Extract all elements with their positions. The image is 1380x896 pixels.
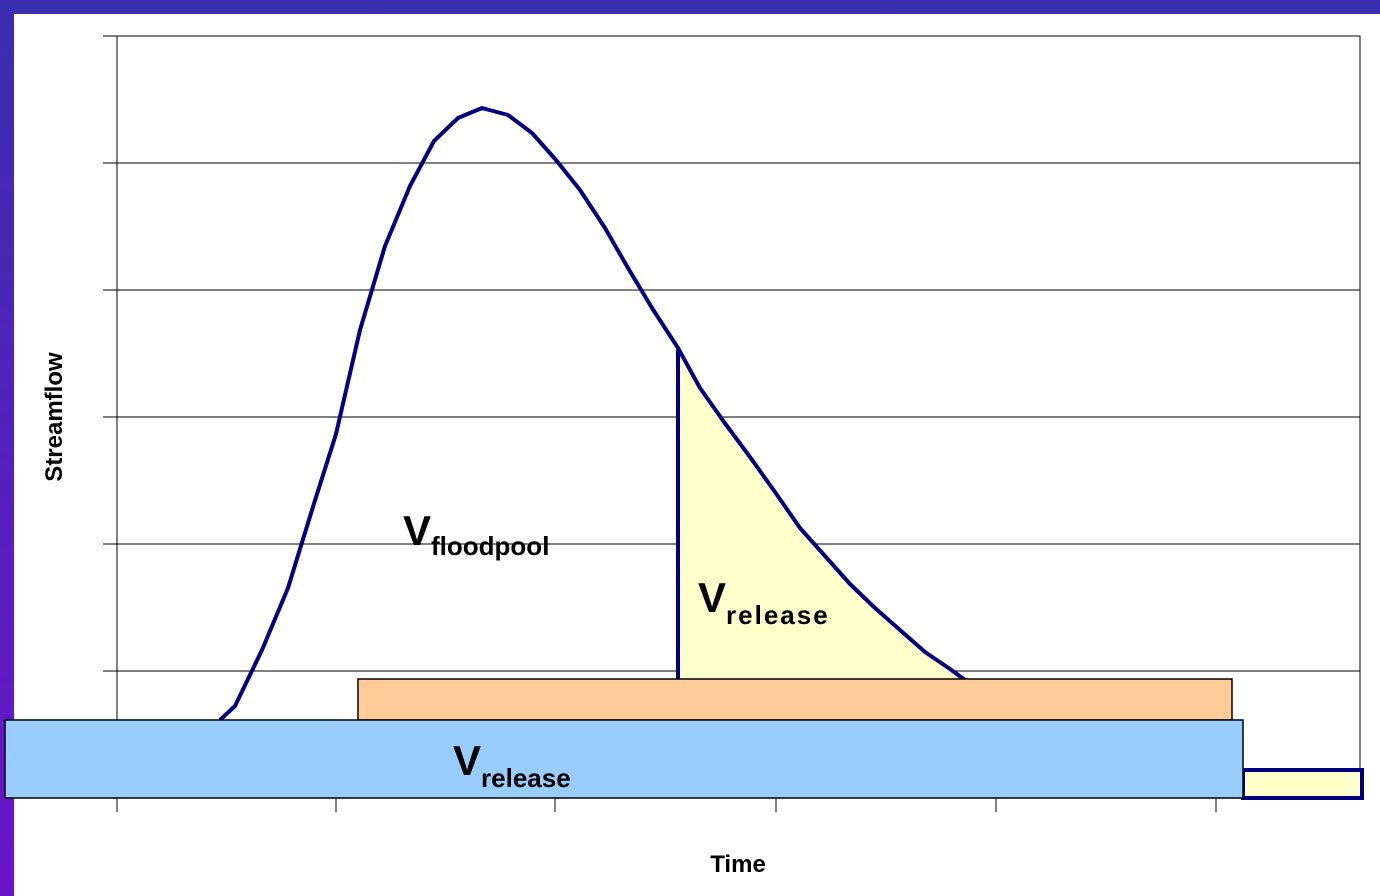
x-axis-label: Time xyxy=(710,851,766,878)
label-subscript: release xyxy=(726,600,830,630)
label-main: V xyxy=(453,737,481,784)
blue-block xyxy=(4,719,1244,799)
release-label: Vrelease xyxy=(453,737,571,793)
yellow-block xyxy=(1241,768,1364,800)
label-main: V xyxy=(403,507,431,554)
release-area xyxy=(678,348,965,680)
label-subscript: release xyxy=(481,763,571,793)
hydrograph xyxy=(218,106,967,722)
release-label: Vrelease xyxy=(698,574,830,630)
orange-block xyxy=(357,678,1233,721)
label-main: V xyxy=(698,574,726,621)
label-subscript: floodpool xyxy=(431,531,549,561)
y-axis-label: Streamflow xyxy=(41,352,68,482)
floodpool-label: Vfloodpool xyxy=(403,507,549,561)
